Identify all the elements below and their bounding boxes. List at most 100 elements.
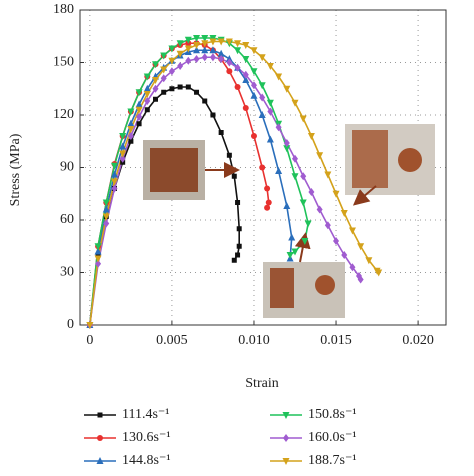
marker	[201, 53, 208, 62]
x-tick-label: 0	[86, 333, 93, 348]
marker	[299, 199, 307, 207]
legend-label: 144.8s⁻¹	[122, 453, 171, 468]
x-tick-label: 0.015	[320, 333, 352, 348]
marker	[357, 275, 364, 284]
marker	[135, 89, 143, 97]
marker	[119, 142, 127, 150]
marker	[299, 115, 307, 123]
marker	[234, 63, 241, 72]
y-tick-label: 90	[60, 160, 74, 175]
photo-sample	[398, 148, 422, 172]
marker	[258, 82, 266, 90]
marker	[135, 106, 143, 114]
marker	[265, 199, 272, 206]
marker	[185, 84, 191, 90]
marker	[151, 61, 159, 69]
marker	[291, 99, 299, 107]
marker	[341, 251, 348, 259]
y-tick-label: 120	[53, 107, 74, 122]
marker	[127, 132, 134, 140]
marker	[304, 220, 312, 228]
marker	[176, 50, 184, 58]
marker	[127, 119, 135, 127]
marker	[242, 56, 250, 63]
marker	[365, 257, 373, 265]
marker	[267, 107, 274, 116]
marker	[201, 40, 209, 48]
marker	[193, 35, 201, 42]
marker	[160, 52, 168, 60]
plot-frame	[79, 9, 447, 326]
marker	[143, 73, 151, 81]
y-tick-label: 180	[53, 2, 74, 17]
marker	[300, 172, 307, 181]
marker	[177, 62, 184, 70]
legend-label: 188.7s⁻¹	[308, 453, 357, 468]
marker	[250, 47, 258, 55]
marker	[151, 77, 159, 84]
legend-label: 111.4s⁻¹	[122, 407, 170, 422]
marker	[242, 76, 250, 83]
marker	[177, 84, 183, 90]
marker	[283, 145, 291, 153]
marker	[286, 252, 294, 259]
marker	[86, 322, 94, 329]
marker	[127, 126, 135, 133]
marker	[194, 89, 200, 95]
legend-marker	[282, 458, 290, 465]
marker	[102, 213, 110, 221]
series-line	[89, 86, 241, 326]
x-tick-label: 0.005	[156, 333, 188, 348]
marker	[234, 40, 242, 48]
marker	[349, 263, 356, 272]
marker	[217, 49, 225, 57]
marker	[235, 200, 241, 205]
marker	[201, 35, 209, 42]
marker	[259, 164, 266, 171]
marker	[275, 123, 282, 132]
marker	[152, 96, 158, 102]
inset-photos	[143, 124, 435, 318]
marker	[127, 108, 135, 116]
marker	[193, 55, 200, 63]
marker	[128, 138, 134, 144]
marker	[307, 133, 315, 140]
marker	[210, 112, 216, 118]
marker	[283, 139, 290, 147]
marker	[259, 93, 266, 102]
marker	[209, 46, 217, 54]
marker	[234, 84, 241, 90]
marker	[324, 221, 331, 230]
marker	[94, 255, 102, 263]
legend-marker	[97, 435, 103, 441]
marker	[201, 46, 209, 54]
y-tick-label: 60	[60, 212, 74, 227]
marker	[266, 99, 274, 107]
marker	[209, 53, 216, 62]
marker	[95, 252, 101, 258]
marker	[168, 57, 176, 65]
marker	[226, 58, 233, 67]
marker	[275, 167, 283, 174]
marker	[250, 68, 258, 76]
legend-marker	[283, 434, 289, 442]
marker	[250, 133, 257, 139]
marker	[291, 248, 299, 256]
marker	[218, 130, 224, 135]
marker	[110, 162, 118, 170]
marker	[160, 66, 168, 74]
marker	[332, 190, 340, 198]
marker	[160, 74, 167, 83]
marker	[193, 42, 201, 49]
marker	[288, 233, 296, 241]
marker	[110, 170, 118, 178]
marker	[185, 56, 192, 65]
marker	[292, 154, 299, 163]
photo-sample	[270, 268, 294, 308]
legend-marker	[97, 412, 103, 418]
marker	[236, 226, 242, 232]
marker	[242, 105, 249, 111]
marker	[275, 73, 283, 81]
legend-marker	[282, 412, 290, 419]
